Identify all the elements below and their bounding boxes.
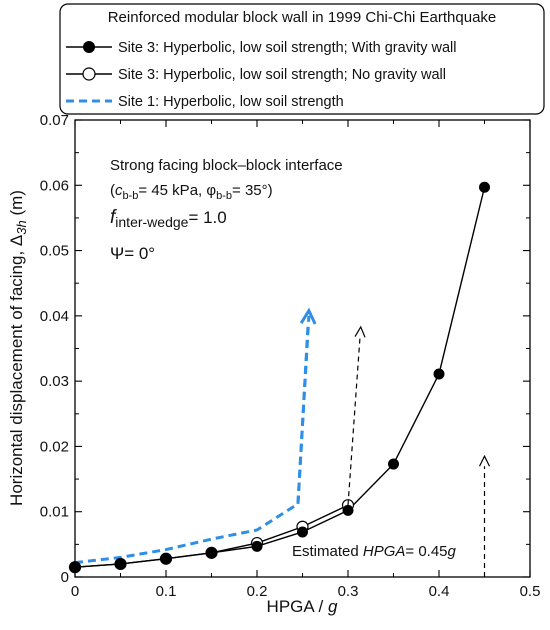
hpga-prefix: Estimated: [292, 543, 363, 560]
y-tick-label: 0.05: [40, 243, 69, 260]
x-tick-label: 0.5: [520, 583, 541, 600]
annotation-f-interwedge: finter-wedge= 1.0: [110, 207, 227, 230]
hpga-g: g: [448, 543, 457, 560]
annotation-cohesion: (cb-b= 45 kPa, φb-b= 35°): [110, 182, 273, 202]
legend: Reinforced modular block wall in 1999 Ch…: [59, 3, 545, 115]
cohesion-phi: φ: [206, 182, 216, 199]
arrow-shaft: [296, 323, 310, 504]
cohesion-c-sub: b-b: [123, 190, 139, 202]
y-tick-label: 0: [61, 569, 69, 586]
annotations: Strong facing block–block interface (cb-…: [110, 157, 457, 560]
cohesion-open: (: [110, 182, 115, 199]
legend-label-with-wall: Site 3: Hyperbolic, low soil strength; W…: [118, 40, 456, 56]
point-with-wall: [479, 181, 490, 193]
legend-marker-no-wall: [82, 67, 96, 81]
arrow-head: [478, 454, 491, 467]
cohesion-phi-sub: b-b: [216, 190, 232, 202]
cohesion-c-val: = 45 kPa,: [138, 182, 206, 199]
y-tick-label: 0.04: [40, 308, 69, 325]
series-line-with-wall: [74, 187, 486, 568]
arrows-group: [296, 307, 491, 577]
arrow-head: [299, 307, 317, 325]
arrow-head: [354, 325, 366, 338]
y-axis-label-unit: (m): [7, 190, 26, 220]
y-tick-label: 0.01: [40, 504, 69, 521]
x-ticks: 0 0.1 0.2 0.3 0.4 0.5: [71, 120, 541, 600]
arrow-shaft: [347, 336, 361, 506]
y-tick-label: 0.06: [40, 177, 69, 194]
cohesion-c: c: [115, 182, 123, 199]
y-tick-label: 0.03: [40, 373, 69, 390]
y-axis-label-main: Horizontal displacement of facing, Δ: [7, 235, 26, 506]
legend-marker-with-wall: [83, 41, 95, 53]
x-axis-label-main: HPGA /: [267, 597, 328, 616]
y-axis-label-sub: 3h: [14, 220, 29, 234]
legend-box: [59, 3, 545, 115]
f-symbol: f: [110, 207, 117, 228]
point-with-wall: [251, 540, 263, 552]
y-axis-label: Horizontal displacement of facing, Δ3h (…: [7, 190, 29, 506]
point-with-wall: [206, 547, 217, 559]
point-with-wall: [388, 458, 399, 470]
cohesion-phi-val: = 35°): [232, 182, 273, 199]
legend-label-site1: Site 1: Hyperbolic, low soil strength: [118, 94, 344, 110]
point-with-wall: [115, 558, 126, 570]
x-axis-label-italic: g: [328, 597, 338, 616]
x-tick-label: 0.1: [156, 583, 177, 600]
x-tick-label: 0.2: [247, 583, 268, 600]
f-sub: inter-wedge: [115, 214, 188, 230]
hpga-mid: = 0.45: [405, 543, 447, 560]
point-with-wall: [342, 504, 354, 516]
hpga-italic: HPGA: [363, 543, 406, 560]
series-line-site1: [74, 315, 311, 565]
x-tick-label: 0: [71, 583, 79, 600]
point-with-wall: [433, 368, 445, 380]
legend-label-no-wall: Site 3: Hyperbolic, low soil strength; N…: [118, 67, 446, 83]
legend-title: Reinforced modular block wall in 1999 Ch…: [108, 9, 497, 26]
point-with-wall: [160, 553, 172, 565]
point-with-wall: [297, 526, 308, 538]
annotation-psi: Ψ= 0°: [110, 244, 155, 263]
annotation-hpga: Estimated HPGA= 0.45g: [292, 543, 457, 560]
x-tick-label: 0.3: [338, 583, 359, 600]
point-with-wall: [69, 561, 81, 573]
y-tick-label: 0.02: [40, 438, 69, 455]
x-axis-label: HPGA / g: [267, 597, 338, 616]
f-val: = 1.0: [188, 208, 226, 227]
annotation-interface-title: Strong facing block–block interface: [110, 157, 343, 174]
y-tick-label: 0.07: [40, 112, 69, 129]
series-group: [68, 181, 490, 574]
y-ticks: 0 0.01 0.02 0.03 0.04 0.05 0.06 0.07: [40, 112, 530, 586]
x-tick-label: 0.4: [429, 583, 450, 600]
